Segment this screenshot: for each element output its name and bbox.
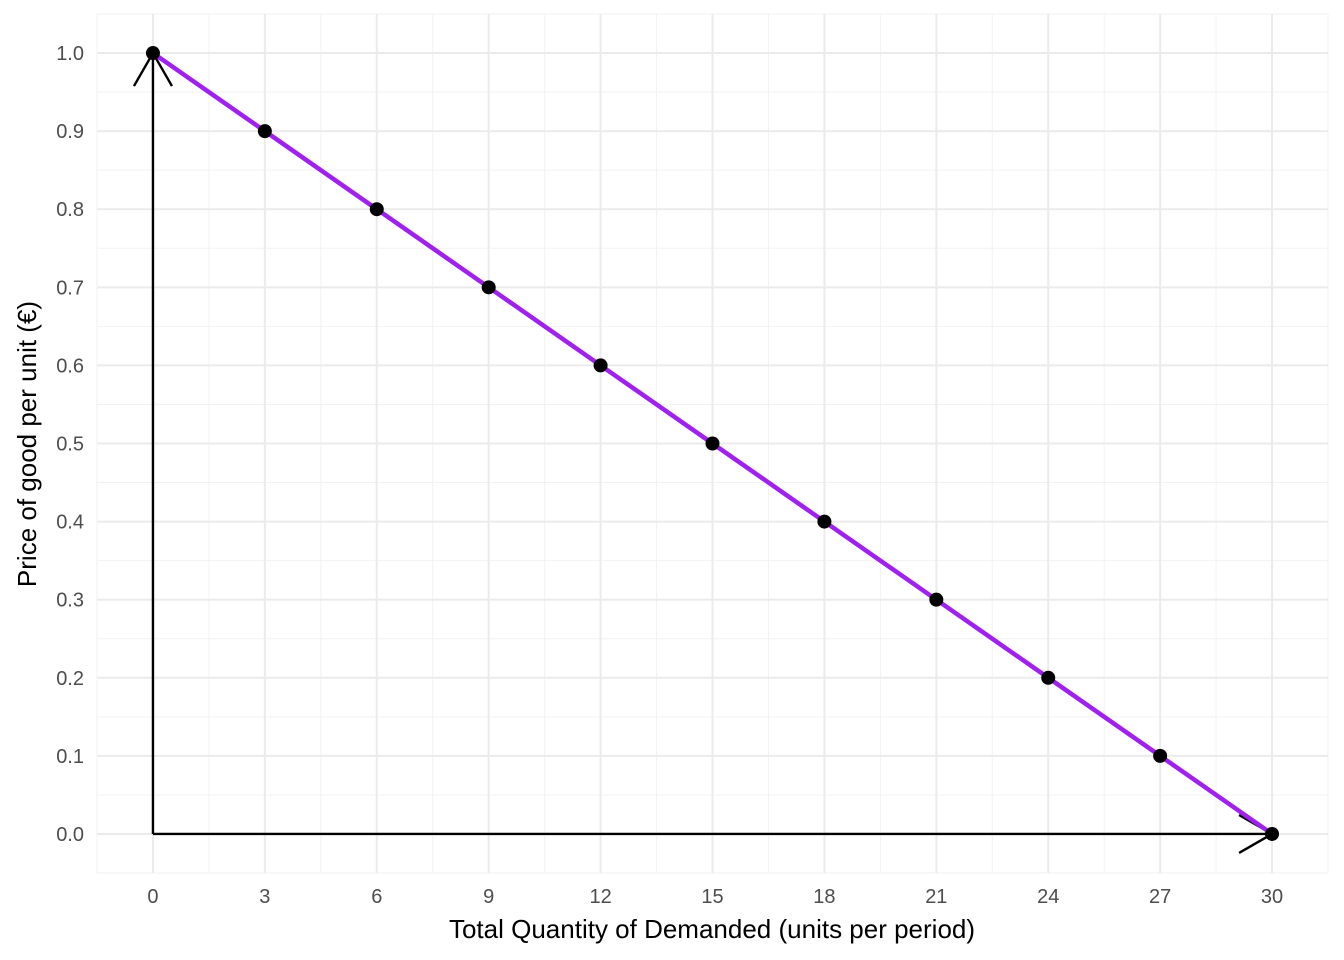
y-tick-label: 0.7 [56,277,84,299]
x-tick-label: 27 [1149,886,1171,908]
x-tick-label: 9 [483,886,494,908]
data-point [257,124,272,139]
data-point [1265,826,1280,841]
data-point [929,592,944,607]
y-axis-title: Price of good per unit (€) [12,301,42,587]
y-tick-label: 0.2 [56,668,84,690]
x-tick-label: 24 [1037,886,1059,908]
axis-arrows [132,50,1275,854]
y-tick-label: 1.0 [56,43,84,65]
data-point [369,202,384,217]
y-tick-label: 0.8 [56,199,84,221]
data-point [1041,670,1056,685]
data-points [145,46,1280,841]
x-axis-title: Total Quantity of Demanded (units per pe… [449,914,975,944]
x-tick-label: 18 [813,886,835,908]
x-tick-label: 0 [147,886,158,908]
x-tick-labels: 0 3 6 9 12 15 18 21 24 27 30 [147,886,1283,908]
x-tick-label: 21 [925,886,947,908]
data-point [145,46,160,61]
data-point [1153,748,1168,763]
y-tick-label: 0.5 [56,434,84,456]
x-tick-label: 30 [1261,886,1283,908]
y-tick-label: 0.6 [56,355,84,377]
data-point [817,514,832,529]
y-tick-label: 0.9 [56,121,84,143]
x-tick-label: 12 [589,886,611,908]
y-tick-label: 0.1 [56,746,84,768]
data-point [593,358,608,373]
y-tick-label: 0.0 [56,824,84,846]
x-tick-label: 3 [259,886,270,908]
y-tick-label: 0.4 [56,512,84,534]
y-tick-labels: 0.0 0.1 0.2 0.3 0.4 0.5 0.6 0.7 0.8 0.9 1.0 [56,43,84,846]
x-tick-label: 6 [371,886,382,908]
data-point [705,436,720,451]
y-tick-label: 0.3 [56,590,84,612]
x-tick-label: 15 [701,886,723,908]
data-point [481,280,496,295]
